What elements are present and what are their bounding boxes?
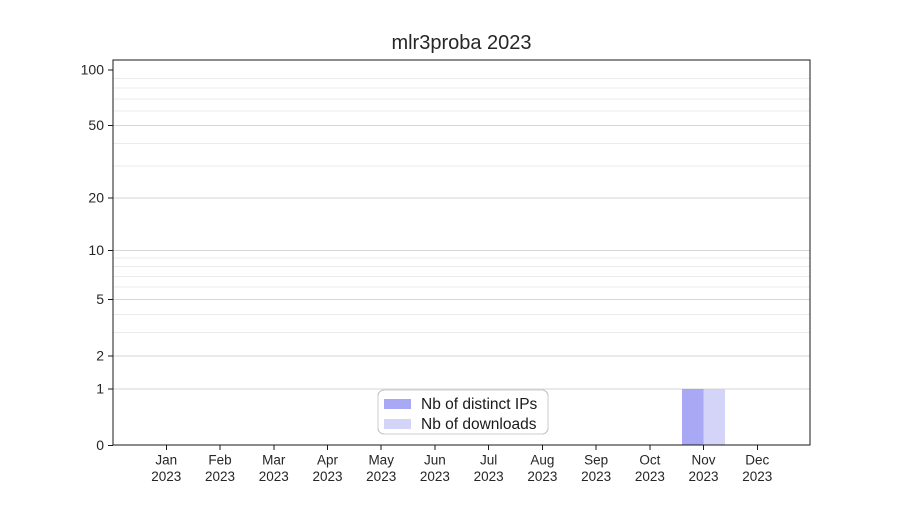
svg-text:Sep: Sep [584,453,608,468]
svg-text:Jun: Jun [424,453,446,468]
svg-text:Aug: Aug [530,453,554,468]
svg-text:2023: 2023 [527,469,557,484]
svg-text:50: 50 [88,117,104,133]
svg-text:2: 2 [96,348,104,364]
svg-text:Nov: Nov [692,453,716,468]
svg-text:1: 1 [96,380,104,396]
svg-text:100: 100 [81,62,105,78]
svg-text:0: 0 [96,437,104,453]
svg-text:2023: 2023 [259,469,289,484]
svg-text:2023: 2023 [742,469,772,484]
svg-text:2023: 2023 [312,469,342,484]
svg-text:Feb: Feb [208,453,231,468]
svg-text:mlr3proba 2023: mlr3proba 2023 [391,32,531,54]
svg-text:2023: 2023 [581,469,611,484]
svg-text:2023: 2023 [151,469,181,484]
svg-text:10: 10 [88,242,104,258]
svg-text:Nb of distinct IPs: Nb of distinct IPs [421,396,538,413]
svg-text:20: 20 [88,189,104,205]
svg-text:Jan: Jan [155,453,177,468]
svg-text:2023: 2023 [635,469,665,484]
svg-text:Jul: Jul [480,453,497,468]
svg-text:Dec: Dec [745,453,769,468]
svg-text:2023: 2023 [474,469,504,484]
svg-text:May: May [368,453,394,468]
svg-text:2023: 2023 [366,469,396,484]
svg-text:Nb of downloads: Nb of downloads [421,416,537,433]
svg-text:2023: 2023 [205,469,235,484]
svg-text:2023: 2023 [420,469,450,484]
svg-text:Oct: Oct [639,453,660,468]
svg-text:Apr: Apr [317,453,339,468]
svg-text:2023: 2023 [689,469,719,484]
svg-text:5: 5 [96,291,104,307]
svg-text:Mar: Mar [262,453,286,468]
